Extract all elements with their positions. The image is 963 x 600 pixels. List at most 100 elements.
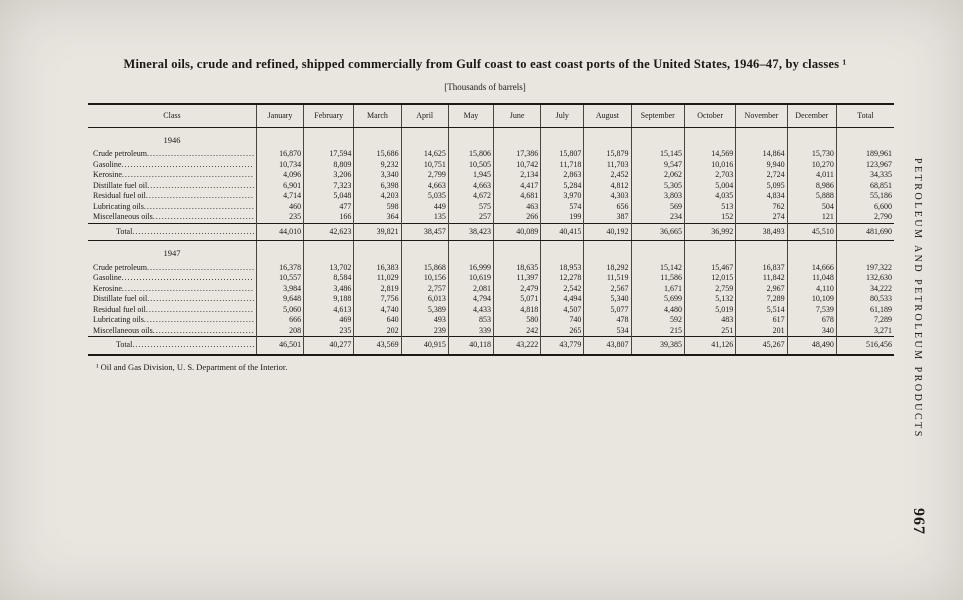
column-header: September bbox=[631, 104, 685, 128]
empty-cell bbox=[540, 127, 585, 149]
value-cell: 11,029 bbox=[353, 273, 402, 284]
value-cell: 16,837 bbox=[735, 262, 788, 273]
dotted-leader bbox=[153, 326, 254, 337]
year-row: 1946 bbox=[88, 127, 894, 149]
value-cell: 3,486 bbox=[303, 283, 355, 294]
value-cell: 274 bbox=[735, 212, 788, 223]
value-cell: 2,452 bbox=[583, 170, 632, 181]
year-label: 1946 bbox=[88, 127, 257, 149]
empty-cell bbox=[583, 240, 632, 263]
empty-cell bbox=[631, 127, 685, 149]
value-cell: 44,010 bbox=[256, 222, 305, 241]
value-cell: 4,110 bbox=[787, 283, 837, 294]
value-cell: 5,699 bbox=[631, 294, 685, 305]
column-header: January bbox=[256, 104, 305, 128]
value-cell: 7,756 bbox=[353, 294, 402, 305]
value-cell: 8,809 bbox=[303, 159, 355, 170]
row-label-cell: Lubricating oils bbox=[88, 315, 257, 326]
empty-cell bbox=[836, 241, 894, 263]
value-cell: 3,984 bbox=[256, 283, 305, 294]
empty-cell bbox=[401, 127, 449, 149]
value-cell: 9,940 bbox=[735, 159, 788, 170]
value-cell: 1,945 bbox=[448, 170, 495, 181]
value-cell: 123,967 bbox=[866, 159, 892, 169]
value-cell: 18,635 bbox=[493, 262, 542, 273]
value-cell: 4,794 bbox=[448, 294, 495, 305]
column-header: Total bbox=[836, 104, 894, 128]
value-cell: 3,970 bbox=[540, 191, 585, 202]
value-cell: 199 bbox=[540, 212, 585, 223]
empty-cell bbox=[256, 127, 305, 149]
value-cell: 4,011 bbox=[787, 170, 837, 181]
value-cell: 45,267 bbox=[735, 336, 788, 355]
value-cell: 239 bbox=[401, 325, 449, 337]
value-cell: 4,663 bbox=[448, 180, 495, 191]
value-cell: 656 bbox=[583, 201, 632, 212]
value-cell: 10,734 bbox=[256, 159, 305, 170]
value-cell: 251 bbox=[684, 325, 737, 337]
dotted-leader bbox=[147, 181, 254, 192]
data-row: Lubricating oils 460477598449575463574656… bbox=[88, 201, 894, 212]
value-cell: 387 bbox=[583, 212, 632, 223]
value-cell: 5,004 bbox=[684, 180, 737, 191]
value-cell: 4,834 bbox=[735, 191, 788, 202]
column-header: Class bbox=[88, 104, 257, 128]
value-cell: 235 bbox=[256, 212, 305, 223]
value-cell: 4,818 bbox=[493, 304, 542, 315]
value-cell: 4,714 bbox=[256, 191, 305, 202]
value-cell: 4,417 bbox=[493, 180, 542, 191]
empty-cell bbox=[448, 240, 495, 263]
row-label-cell: Gasoline bbox=[88, 273, 257, 284]
value-cell: 11,048 bbox=[787, 273, 837, 284]
value-cell: 478 bbox=[583, 315, 632, 326]
value-cell: 41,126 bbox=[684, 336, 737, 355]
value-cell: 10,016 bbox=[684, 159, 737, 170]
value-cell: 15,467 bbox=[684, 262, 737, 273]
value-cell: 18,292 bbox=[583, 262, 632, 273]
value-cell: 10,742 bbox=[493, 159, 542, 170]
value-cell: 39,385 bbox=[631, 336, 685, 355]
value-cell: 463 bbox=[493, 201, 542, 212]
value-cell: 9,188 bbox=[303, 294, 355, 305]
value-cell: 4,507 bbox=[540, 304, 585, 315]
total-row: Total 44,01042,62339,82138,45738,42340,08… bbox=[88, 222, 894, 241]
value-cell: 10,156 bbox=[401, 273, 449, 284]
value-cell: 40,089 bbox=[493, 222, 542, 241]
value-cell: 36,992 bbox=[684, 222, 737, 241]
value-cell: 469 bbox=[303, 315, 355, 326]
chapter-side-label: PETROLEUM AND PETROLEUM PRODUCTS bbox=[912, 158, 923, 439]
value-cell: 16,383 bbox=[353, 262, 402, 273]
row-label: Crude petroleum bbox=[93, 149, 147, 158]
value-cell: 38,423 bbox=[448, 222, 495, 241]
value-cell: 483 bbox=[684, 315, 737, 326]
value-cell: 4,433 bbox=[448, 304, 495, 315]
row-label-cell: Residual fuel oil bbox=[88, 304, 257, 315]
value-cell: 5,132 bbox=[684, 294, 737, 305]
value-cell: 6,600 bbox=[874, 201, 892, 211]
value-cell: 3,803 bbox=[631, 191, 685, 202]
dotted-leader bbox=[121, 160, 253, 171]
row-label: Gasoline bbox=[93, 273, 122, 282]
total-row: Total 46,50140,27743,56940,91540,11843,22… bbox=[88, 336, 894, 355]
mineral-oils-table: Class January February March April May June Jul… bbox=[88, 103, 894, 356]
value-cell: 640 bbox=[353, 315, 402, 326]
dotted-leader bbox=[147, 294, 254, 305]
column-header: August bbox=[583, 104, 632, 128]
value-cell: 2,703 bbox=[684, 170, 737, 181]
row-label-cell: Total bbox=[88, 336, 257, 355]
empty-cell bbox=[353, 127, 402, 149]
dotted-leader bbox=[144, 315, 254, 326]
value-cell: 5,888 bbox=[787, 191, 837, 202]
value-cell: 13,702 bbox=[303, 262, 355, 273]
row-label-cell: Distillate fuel oil bbox=[88, 180, 257, 192]
column-header: February bbox=[303, 104, 355, 128]
value-cell: 215 bbox=[631, 325, 685, 337]
value-cell: 265 bbox=[540, 325, 585, 337]
value-cell: 46,501 bbox=[256, 336, 305, 355]
value-cell: 666 bbox=[256, 315, 305, 326]
column-header: November bbox=[735, 104, 788, 128]
row-label: Kerosine bbox=[93, 283, 122, 293]
value-cell: 9,232 bbox=[353, 159, 402, 170]
value-cell: 10,619 bbox=[448, 273, 495, 284]
